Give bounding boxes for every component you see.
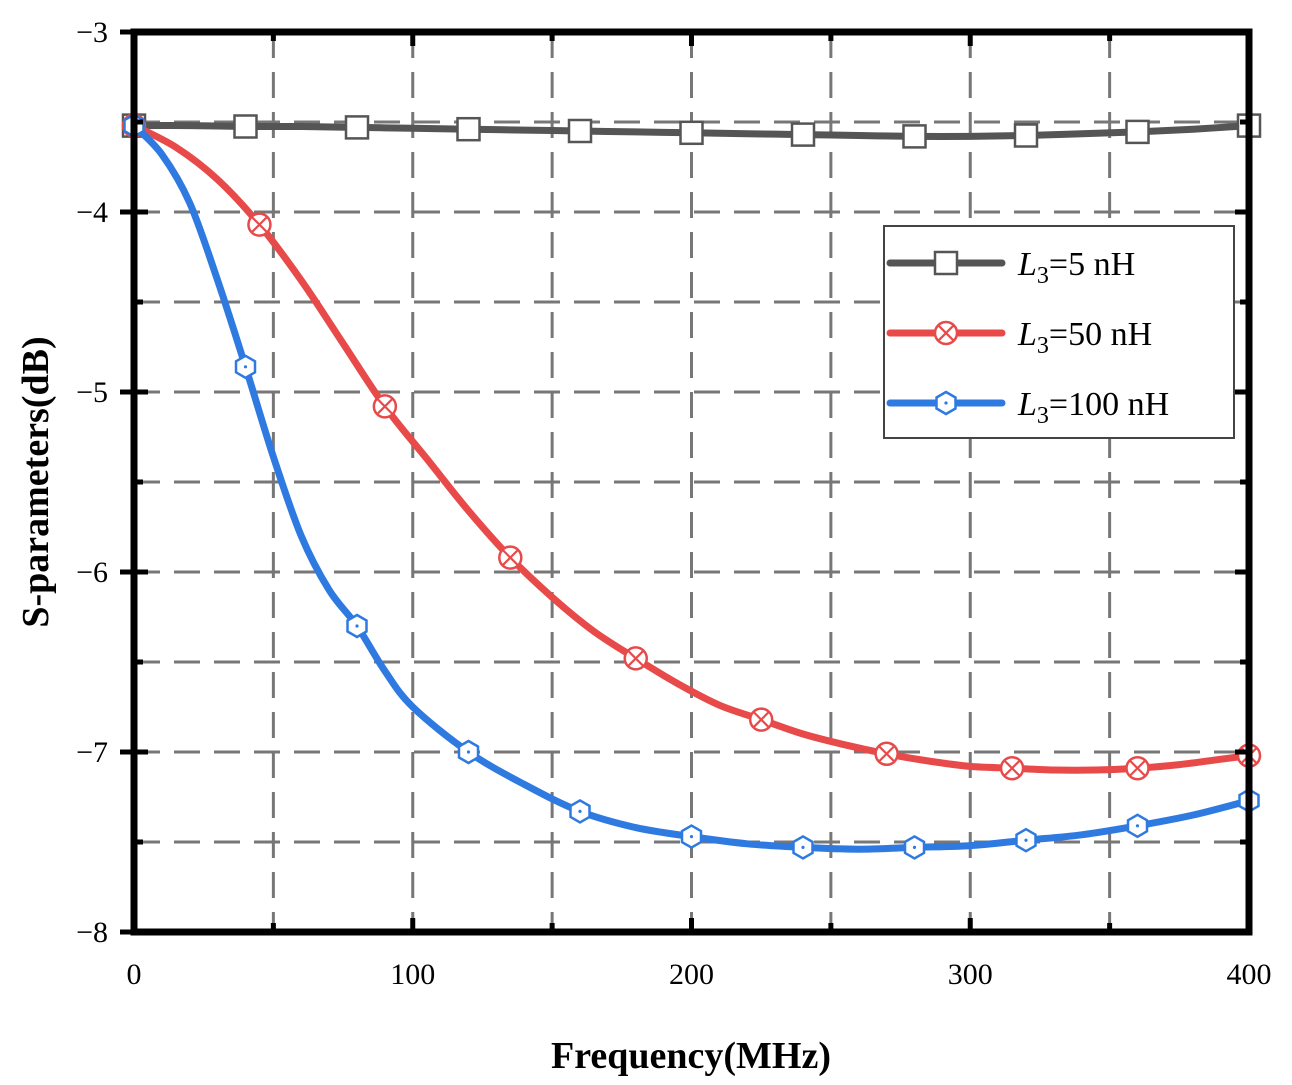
square-marker [456,116,481,142]
legend-label-main: L [1017,316,1037,353]
marker-dot [466,750,471,754]
y-tick-label: −4 [76,196,108,229]
hexagon-marker [1015,827,1037,853]
marker-cross [627,649,645,667]
hexagon-marker [792,834,814,860]
legend-item: L3=5 nH [886,246,1135,289]
legend-label-subscript: 3 [1037,263,1049,289]
marker-dot [689,835,694,839]
square-marker [1013,123,1039,148]
tick-labels: 0 100 200 300 400 −3 −4 −5 −6 −7 −8 [76,16,1271,991]
square-marker [902,124,927,149]
legend-label-rest: =50 nH [1049,316,1152,353]
hexagon-marker [346,613,368,639]
y-tick-label: −8 [76,916,108,949]
hexagon-marker [903,834,926,860]
marker-dot [912,845,917,850]
marker-dot [243,365,248,369]
marker-cross [878,745,896,763]
legend-label: L3=100 nH [1017,386,1169,429]
hexagon-marker [680,824,703,850]
circle-x-marker [1125,755,1150,781]
marker-dot [1024,838,1028,842]
y-tick-label: −6 [76,556,108,589]
hexagon-marker [1126,813,1149,839]
square-marker [790,122,816,147]
marker-dot [355,624,359,628]
marker-cross [752,711,770,729]
circle-x-marker [999,755,1025,781]
series-l3-5-nh [121,113,1262,149]
marker-cross [501,549,519,567]
y-tick-label: −3 [76,16,108,49]
x-tick-label: 100 [390,958,435,991]
legend-item: L3=100 nH [886,386,1169,429]
marker-cross [376,397,394,415]
circle-x-marker [874,741,899,767]
legend-label-subscript: 3 [1037,333,1049,359]
y-tick-label: −5 [76,376,108,409]
axis-ticks [120,29,1252,935]
square-marker [679,120,704,146]
x-tick-label: 200 [669,958,714,991]
circle-x-marker [372,394,398,419]
legend-label: L3=50 nH [1017,316,1152,359]
marker-dot [578,809,582,814]
hexagon-marker [935,390,957,416]
legend-label-main: L [1017,246,1037,283]
marker-cross [250,216,268,234]
legend-label-rest: =100 nH [1049,386,1169,423]
marker-cross [937,324,955,342]
y-tick-label: −7 [76,736,108,769]
circle-x-marker [623,646,648,671]
square-marker [933,250,959,276]
grid [134,32,1249,932]
marker-cross [1003,759,1021,777]
circle-x-marker [748,707,774,732]
square-marker [567,118,593,144]
marker-dot [944,401,948,405]
square-marker [233,114,258,139]
legend-item: L3=50 nH [886,316,1152,359]
hexagon-marker [234,354,257,380]
hexagon-marker [457,739,480,765]
circle-x-marker [933,320,959,346]
square-marker [344,115,370,140]
x-tick-label: 300 [948,958,993,991]
marker-cross [1129,759,1146,777]
marker-dot [1135,824,1140,828]
legend-label: L3=5 nH [1017,246,1135,289]
circle-x-marker [498,545,523,570]
legend-label-subscript: 3 [1037,403,1049,429]
x-tick-label: 400 [1227,958,1272,991]
square-marker [1125,119,1150,145]
series-line [130,122,1253,774]
y-axis-title: S-parameters(dB) [15,336,57,627]
circle-x-marker [247,212,272,237]
x-axis-title: Frequency(MHz) [551,1035,831,1077]
hexagon-marker [569,798,591,824]
marker-dot [801,845,805,850]
x-tick-label: 0 [127,958,142,991]
legend-label-main: L [1017,386,1037,423]
legend-label-rest: =5 nH [1049,246,1135,283]
